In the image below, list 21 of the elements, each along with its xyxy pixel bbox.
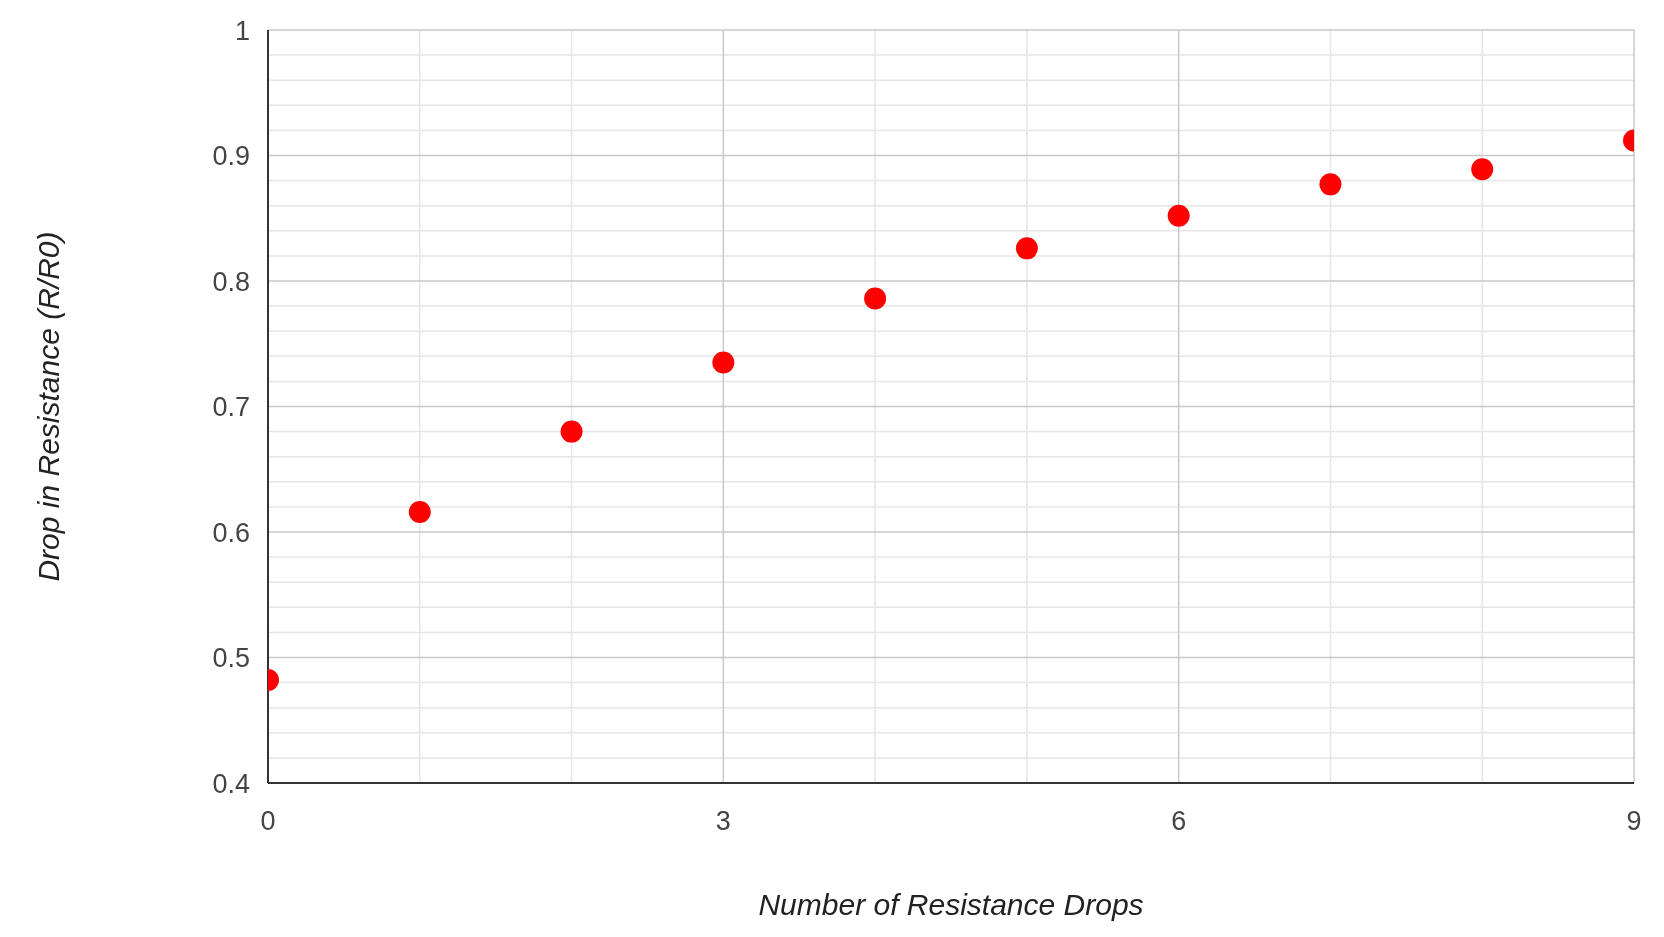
x-axis-title: Number of Resistance Drops — [758, 888, 1144, 921]
x-tick-label: 3 — [715, 806, 731, 837]
y-tick-label: 0.6 — [212, 517, 250, 548]
y-tick-label: 0.9 — [212, 141, 250, 172]
point — [560, 420, 583, 443]
y-tick-label: 0.8 — [212, 266, 250, 297]
y-tick-label: 0.7 — [212, 392, 250, 423]
x-tick-label: 0 — [260, 806, 276, 837]
y-tick-label: 0.4 — [212, 768, 250, 799]
y-axis-title: Drop in Resistance (R/R0) — [31, 231, 65, 582]
point — [408, 500, 431, 523]
point — [1471, 158, 1494, 181]
x-tick-label: 6 — [1171, 806, 1187, 837]
point — [1167, 204, 1190, 227]
point — [1319, 173, 1342, 196]
y-tick-label: 1 — [234, 15, 250, 46]
point — [712, 351, 735, 374]
x-tick-label: 9 — [1626, 806, 1642, 837]
y-tick-label: 0.5 — [212, 643, 250, 674]
point — [864, 287, 887, 310]
point — [1015, 237, 1038, 260]
